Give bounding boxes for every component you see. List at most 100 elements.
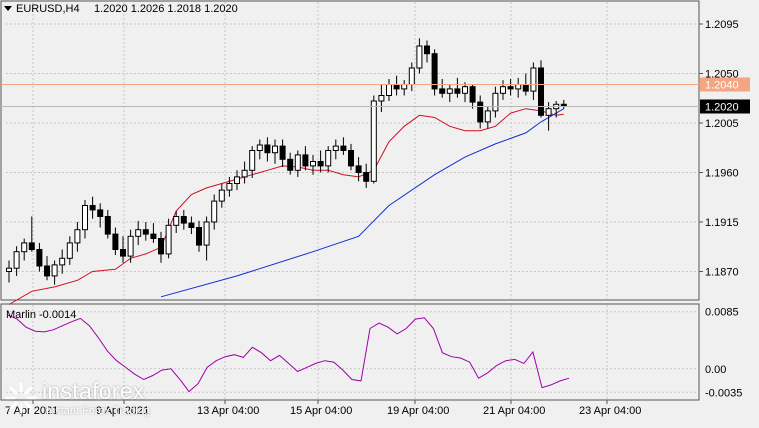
candle bbox=[104, 209, 111, 239]
time-tick-label: 9 Apr 2021 bbox=[96, 405, 149, 417]
candle-body-bullish bbox=[59, 257, 66, 266]
ohlc-values: 1.2020 1.2026 1.2018 1.2020 bbox=[94, 3, 238, 15]
time-tick-label: 13 Apr 04:00 bbox=[197, 405, 259, 417]
candle-body-bullish bbox=[378, 95, 385, 102]
candle-body-bullish bbox=[234, 176, 240, 184]
candle bbox=[196, 220, 202, 252]
candle bbox=[378, 84, 385, 112]
candle-body-bullish bbox=[515, 84, 522, 90]
candle bbox=[332, 139, 339, 160]
candle bbox=[59, 249, 66, 274]
candle bbox=[44, 256, 50, 281]
axes: 1.2095 1.2050 1.2005 1.1960 1.1915 1.1870 7 Ap… bbox=[5, 19, 742, 417]
candle-body-bullish bbox=[401, 84, 408, 90]
candle-body-bearish bbox=[44, 265, 50, 277]
candle bbox=[112, 227, 119, 255]
price-tick-label: 1.1870 bbox=[705, 267, 739, 279]
oscillator-line bbox=[7, 314, 570, 393]
candle bbox=[180, 209, 187, 230]
candle bbox=[74, 222, 81, 252]
candle bbox=[507, 79, 514, 96]
candle-body-bullish bbox=[173, 216, 180, 226]
indicator-label: Marlin -0.0014 bbox=[6, 309, 76, 321]
candle-body-bearish bbox=[142, 229, 149, 235]
candle-body-bearish bbox=[439, 88, 446, 94]
time-tick-label: 21 Apr 04:00 bbox=[483, 405, 545, 417]
candle-body-bullish bbox=[21, 242, 28, 253]
candle bbox=[173, 211, 180, 233]
candle bbox=[66, 236, 73, 265]
candle bbox=[355, 157, 362, 182]
candle-body-bearish bbox=[302, 154, 309, 167]
oscillator-tick-label: -0.0035 bbox=[705, 387, 742, 399]
candle-body-bearish bbox=[97, 209, 104, 217]
level-price-label: 1.2040 bbox=[705, 80, 739, 92]
candle bbox=[446, 84, 453, 103]
candle bbox=[135, 220, 142, 246]
candle-body-bullish bbox=[256, 144, 263, 151]
candle bbox=[127, 229, 134, 263]
candle-body-bullish bbox=[500, 86, 506, 94]
candle bbox=[469, 84, 476, 109]
candle-body-bullish bbox=[82, 205, 88, 231]
candle bbox=[310, 154, 316, 175]
candle bbox=[6, 260, 12, 283]
horizontal-level-group[interactable]: 1.2040 1.2020 bbox=[1, 77, 750, 114]
candle-body-bearish bbox=[196, 227, 202, 246]
candle bbox=[530, 62, 537, 100]
candle-body-bearish bbox=[393, 84, 400, 90]
candle-body-bullish bbox=[272, 145, 278, 154]
oscillator-tick-label: 0.0085 bbox=[705, 307, 739, 319]
grid-lines bbox=[6, 2, 698, 399]
candle-body-bearish bbox=[477, 101, 484, 123]
candle-body-bullish bbox=[203, 221, 210, 246]
candle-body-bearish bbox=[538, 67, 544, 116]
candle-body-bullish bbox=[66, 242, 73, 259]
candle bbox=[28, 216, 35, 252]
candle bbox=[294, 150, 301, 177]
candle-body-bullish bbox=[530, 67, 537, 92]
candle-body-bullish bbox=[6, 267, 12, 273]
indicator-panel[interactable] bbox=[0, 303, 700, 401]
candle-body-bullish bbox=[492, 92, 499, 112]
candle-body-bullish bbox=[211, 200, 218, 223]
dropdown-arrow-icon[interactable] bbox=[4, 6, 12, 11]
candle-body-bullish bbox=[127, 235, 134, 257]
candle bbox=[142, 222, 149, 241]
current-price-label: 1.2020 bbox=[705, 102, 739, 114]
candle bbox=[211, 194, 218, 230]
symbol-label: EURUSD,H4 bbox=[16, 3, 80, 15]
candle-body-bearish bbox=[363, 172, 370, 182]
candle bbox=[340, 137, 347, 155]
candle bbox=[36, 242, 43, 272]
candle-body-bearish bbox=[36, 249, 43, 267]
candle-body-bullish bbox=[294, 154, 301, 171]
candle bbox=[234, 170, 240, 191]
candle bbox=[325, 146, 332, 173]
candle-body-bullish bbox=[310, 161, 316, 167]
candle-body-bullish bbox=[135, 229, 142, 237]
candle-body-bearish bbox=[150, 233, 157, 240]
candle-body-bearish bbox=[112, 233, 119, 251]
candle-body-bearish bbox=[340, 145, 347, 152]
candle-body-bearish bbox=[317, 161, 324, 167]
time-tick-label: 7 Apr 2021 bbox=[5, 405, 58, 417]
candle-body-bearish bbox=[158, 238, 164, 255]
candle-body-bearish bbox=[28, 242, 35, 250]
candle bbox=[272, 139, 278, 164]
price-tick-label: 1.1915 bbox=[705, 217, 739, 229]
candle-body-bullish bbox=[446, 88, 453, 94]
candle bbox=[241, 161, 248, 184]
candle-body-bullish bbox=[241, 169, 248, 178]
candle bbox=[370, 95, 377, 184]
candles bbox=[6, 38, 567, 285]
candle-body-bullish bbox=[51, 264, 58, 277]
candle bbox=[150, 223, 157, 243]
price-tick-label: 1.2005 bbox=[705, 118, 739, 130]
oscillator-group bbox=[7, 314, 570, 393]
price-tick-label: 1.2095 bbox=[705, 19, 739, 31]
candle-body-bullish bbox=[408, 67, 415, 85]
candle-body-bullish bbox=[484, 110, 491, 123]
